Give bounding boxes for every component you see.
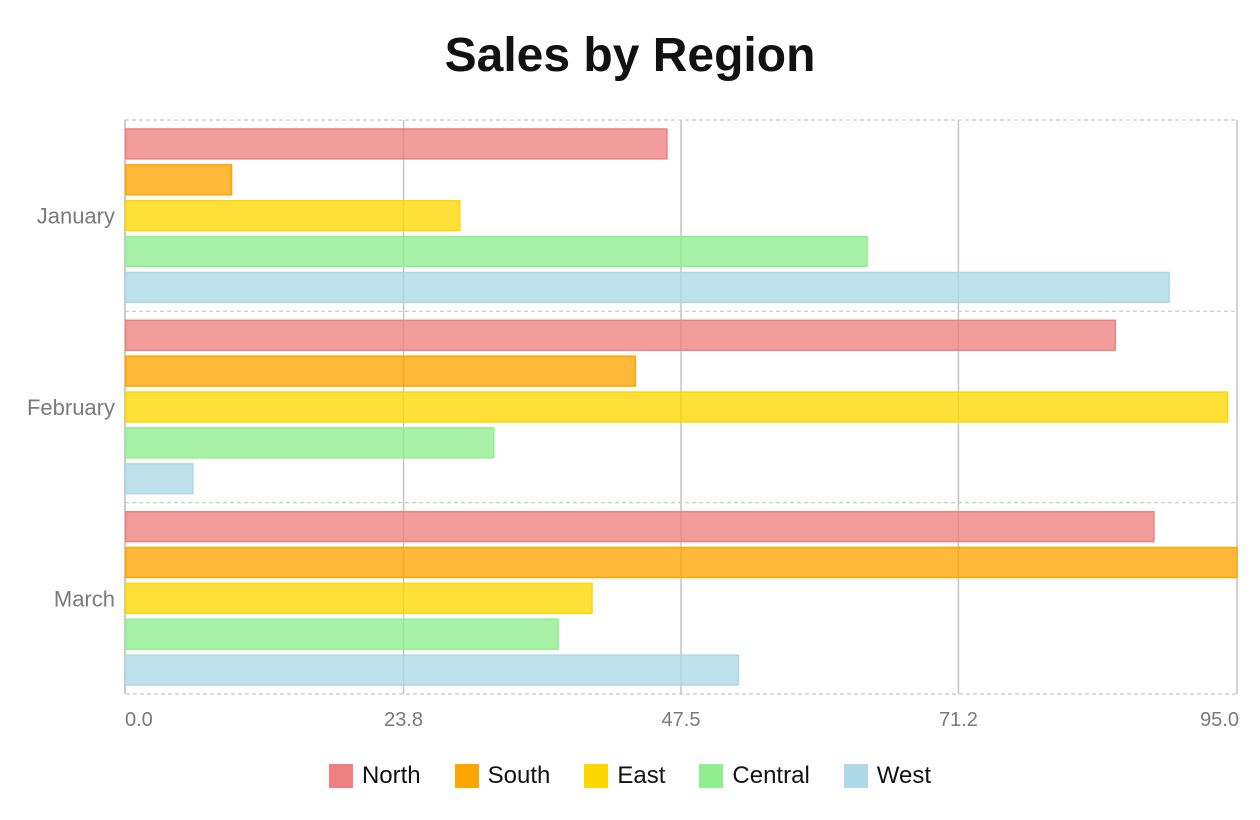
legend-item-south[interactable]: South <box>454 762 551 790</box>
legend-item-central[interactable]: Central <box>699 762 810 790</box>
legend-item-east[interactable]: East <box>584 762 665 790</box>
legend-label-central: Central <box>732 762 810 789</box>
bar-east-january <box>125 199 461 232</box>
x-tick-label-4: 95.0 <box>1200 709 1239 731</box>
x-tick-label-1: 23.8 <box>384 709 423 731</box>
bar-west-march <box>125 654 740 686</box>
legend-label-north: North <box>361 762 421 789</box>
legend-swatch-central <box>699 764 724 788</box>
bar-south-january <box>125 164 233 196</box>
bar-west-february <box>125 463 194 495</box>
legend-swatch-south <box>454 764 479 788</box>
bar-east-february <box>125 391 1229 423</box>
x-tick-label-3: 71.2 <box>939 709 978 731</box>
legend-item-west[interactable]: West <box>843 762 932 790</box>
y-tick-label-january: January <box>37 204 115 229</box>
y-tick-label-march: March <box>54 586 115 611</box>
x-tick-label-0: 0.0 <box>125 709 153 731</box>
legend-label-west: West <box>876 762 932 789</box>
chart-title: Sales by Region <box>444 29 816 82</box>
legend-swatch-north <box>328 764 353 788</box>
chart-legend: North South East Central West <box>0 762 1260 790</box>
bar-west-january <box>125 271 1170 304</box>
y-tick-label-february: February <box>27 395 115 420</box>
legend-swatch-east <box>584 764 609 788</box>
legend-item-north[interactable]: North <box>328 762 421 790</box>
bar-north-february <box>125 319 1117 351</box>
legend-label-south: South <box>487 762 551 789</box>
legend-label-east: East <box>617 762 666 789</box>
bar-north-march <box>125 510 1155 543</box>
bar-south-february <box>125 355 637 387</box>
plot-frame <box>124 119 1238 695</box>
bar-north-january <box>125 128 668 160</box>
bar-south-march <box>125 546 1238 579</box>
x-tick-label-2: 47.5 <box>662 709 701 731</box>
bar-central-march <box>125 618 559 650</box>
bar-central-january <box>125 235 868 268</box>
bar-east-march <box>125 582 593 615</box>
legend-swatch-west <box>843 764 868 788</box>
bar-central-february <box>125 427 495 459</box>
